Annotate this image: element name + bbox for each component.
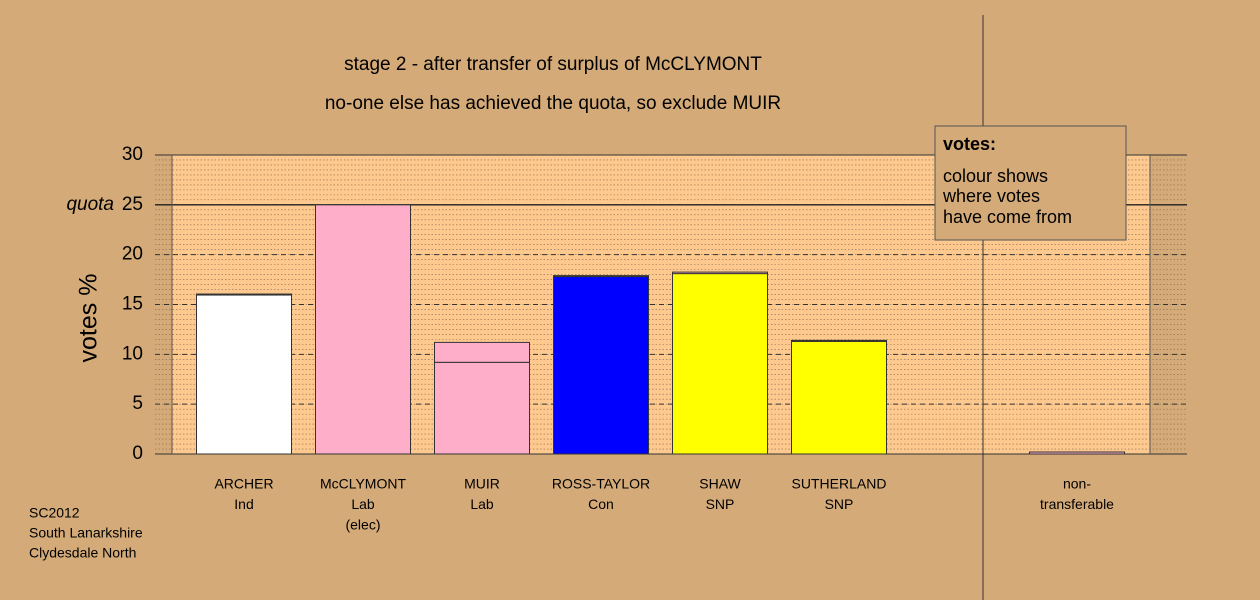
x-tick-label: ROSS-TAYLOR [552, 476, 650, 492]
quota-label: quota [66, 194, 114, 215]
y-axis-label: votes % [75, 274, 103, 363]
y-tick-label: 25 [122, 194, 143, 215]
x-tick-label: SHAW [699, 476, 741, 492]
x-tick-label: Ind [234, 496, 253, 512]
legend-text: where votes [942, 186, 1040, 206]
bar-segment [553, 276, 649, 455]
bar-segment [672, 273, 768, 455]
y-tick-label: 30 [122, 144, 143, 165]
y-tick-label: 5 [132, 393, 143, 414]
x-tick-label: McCLYMONT [320, 476, 407, 492]
legend-text: have come from [943, 207, 1072, 227]
bar-segment [196, 294, 292, 455]
y-tick-label: 0 [132, 443, 143, 464]
y-tick-label: 20 [122, 244, 143, 265]
x-tick-label: MUIR [464, 476, 500, 492]
bar-segment [1029, 451, 1125, 455]
legend-text: colour shows [943, 166, 1048, 186]
x-tick-label: Lab [351, 496, 375, 512]
y-tick-label: 15 [122, 294, 143, 315]
bar-segment [434, 361, 530, 455]
chart-title: stage 2 - after transfer of surplus of M… [344, 54, 762, 75]
bar-segment [791, 340, 887, 455]
x-tick-label: transferable [1040, 496, 1114, 512]
x-tick-label: SNP [706, 496, 735, 512]
chart-subtitle: no-one else has achieved the quota, so e… [325, 93, 781, 114]
bar-segment [672, 271, 768, 275]
legend-title: votes: [943, 134, 996, 154]
y-tick-label: 10 [122, 343, 143, 364]
x-tick-label: non- [1063, 476, 1091, 492]
footnote: SC2012 [29, 505, 80, 521]
footnote: South Lanarkshire [29, 525, 143, 541]
x-tick-label: Con [588, 496, 614, 512]
legend-box [934, 125, 1127, 241]
footnote: Clydesdale North [29, 545, 136, 561]
x-tick-label: ARCHER [214, 476, 273, 492]
bar-segment [553, 275, 649, 278]
bar-segment [791, 339, 887, 342]
x-tick-label: Lab [470, 496, 494, 512]
bar-segment [196, 293, 292, 296]
x-tick-label: SNP [825, 496, 854, 512]
x-tick-label: SUTHERLAND [792, 476, 887, 492]
x-tick-label: (elec) [345, 517, 380, 533]
bar-segment [434, 341, 530, 363]
bar-segment [315, 204, 411, 455]
legend: votes: colour shows where votes have com… [934, 125, 1127, 241]
